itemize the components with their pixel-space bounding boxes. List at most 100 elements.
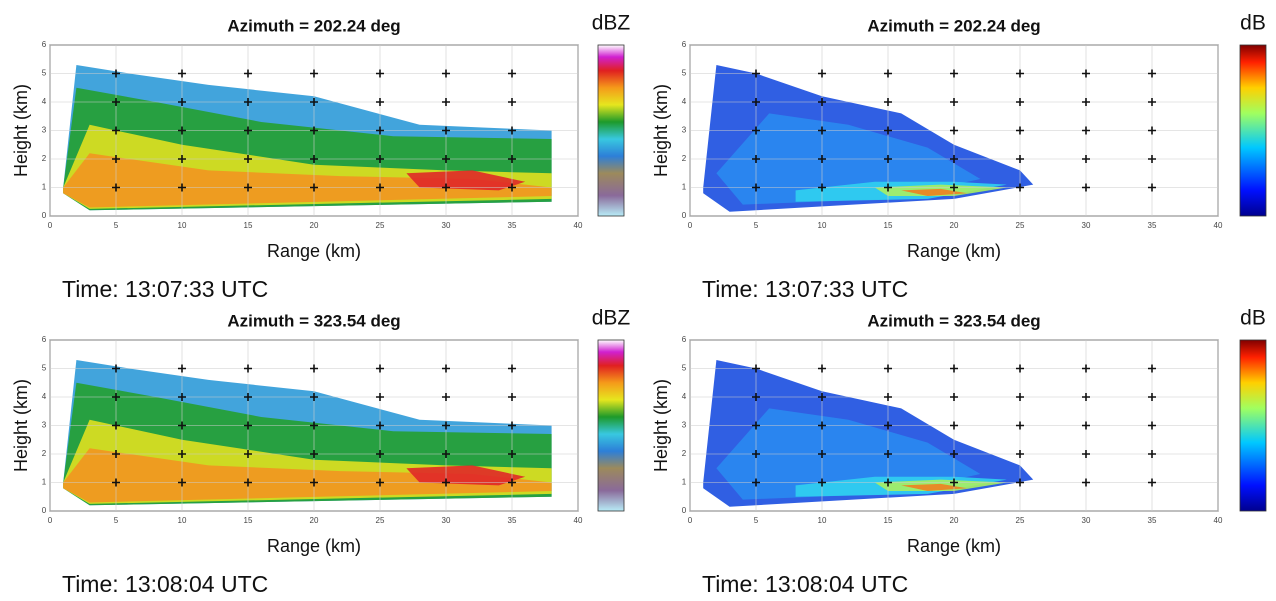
grid-cross <box>442 393 450 401</box>
grid-cross <box>310 98 318 106</box>
x-tick-label: 15 <box>244 516 253 525</box>
grid-cross <box>310 421 318 430</box>
grid-cross <box>178 364 186 373</box>
grid-cross <box>112 126 120 135</box>
grid-cross <box>818 364 826 373</box>
y-tick-label: 2 <box>42 449 47 458</box>
panel: 0 5 10 15 20 25 30 35 40 0 1 2 3 4 5 6 Azimuth = 202.24 … <box>11 12 631 303</box>
colorbar-label: dBZ <box>592 307 631 330</box>
grid-cross <box>178 98 186 106</box>
x-tick-label: 30 <box>1082 221 1091 230</box>
x-tick-label: 35 <box>508 516 517 525</box>
colorbar-label: dB <box>1240 307 1266 330</box>
x-tick-label: 20 <box>310 516 319 525</box>
grid-cross <box>178 155 186 163</box>
grid-cross <box>818 450 826 458</box>
grid-cross <box>376 478 384 487</box>
grid-cross <box>112 393 120 401</box>
x-tick-label: 0 <box>48 516 53 525</box>
time-label: Time: 13:07:33 UTC <box>702 276 908 302</box>
grid-cross <box>178 421 186 430</box>
grid-cross <box>1148 421 1156 430</box>
grid-cross <box>884 183 892 192</box>
x-tick-label: 40 <box>1214 221 1223 230</box>
grid-cross <box>178 69 186 78</box>
x-tick-label: 40 <box>574 516 583 525</box>
grid-cross <box>310 393 318 401</box>
grid-cross <box>1016 421 1024 430</box>
grid-cross <box>752 393 760 401</box>
x-tick-label: 30 <box>442 516 451 525</box>
grid-cross <box>112 421 120 430</box>
grid-cross <box>1148 450 1156 458</box>
grid-cross <box>752 69 760 78</box>
panel: 0 5 10 15 20 25 30 35 40 0 1 2 3 4 5 6 Azimuth = 323.54 … <box>11 307 631 598</box>
x-tick-label: 25 <box>376 516 385 525</box>
grid-cross <box>752 183 760 192</box>
x-axis-label: Range (km) <box>267 241 361 261</box>
y-tick-label: 6 <box>42 40 47 49</box>
grid-cross <box>244 478 252 487</box>
grid-cross <box>376 69 384 78</box>
x-tick-label: 25 <box>1016 516 1025 525</box>
grid-cross <box>508 421 516 430</box>
grid-cross <box>178 393 186 401</box>
grid-cross <box>818 183 826 192</box>
grid-cross <box>508 183 516 192</box>
grid-cross <box>1082 155 1090 163</box>
grid-cross <box>1082 364 1090 373</box>
grid-cross <box>818 393 826 401</box>
x-tick-label: 30 <box>1082 516 1091 525</box>
x-tick-label: 35 <box>1148 516 1157 525</box>
panel: 0 5 10 15 20 25 30 35 40 0 1 2 3 4 5 6 Azimuth = 323.54 … <box>651 307 1267 597</box>
x-tick-label: 35 <box>1148 221 1157 230</box>
grid-cross <box>950 393 958 401</box>
grid-cross <box>310 126 318 135</box>
grid-cross <box>884 69 892 78</box>
x-tick-label: 20 <box>310 221 319 230</box>
y-axis-label: Height (km) <box>651 84 671 177</box>
grid-cross <box>442 421 450 430</box>
grid-cross <box>244 450 252 458</box>
colorbar-label: dB <box>1240 12 1266 35</box>
y-axis-label: Height (km) <box>11 379 31 472</box>
grid-cross <box>950 69 958 78</box>
grid-cross <box>508 393 516 401</box>
grid-cross <box>508 450 516 458</box>
time-label: Time: 13:08:04 UTC <box>62 571 268 597</box>
x-tick-label: 0 <box>688 221 693 230</box>
grid-cross <box>1082 183 1090 192</box>
grid-cross <box>310 155 318 163</box>
echo-region <box>63 153 552 208</box>
grid-cross <box>310 450 318 458</box>
x-axis-label: Range (km) <box>907 536 1001 556</box>
time-label: Time: 13:07:33 UTC <box>62 276 268 302</box>
grid-cross <box>950 421 958 430</box>
y-tick-label: 6 <box>682 40 687 49</box>
grid-cross <box>376 450 384 458</box>
x-tick-label: 15 <box>884 221 893 230</box>
grid-cross <box>244 183 252 192</box>
grid-cross <box>752 155 760 163</box>
y-tick-label: 5 <box>42 69 47 78</box>
grid-cross <box>1082 421 1090 430</box>
y-tick-label: 4 <box>42 392 47 401</box>
grid-cross <box>376 155 384 163</box>
grid-cross <box>112 450 120 458</box>
grid-cross <box>1082 450 1090 458</box>
panel-title: Azimuth = 202.24 deg <box>867 16 1040 35</box>
grid-cross <box>950 364 958 373</box>
y-tick-label: 4 <box>682 392 687 401</box>
grid-cross <box>376 183 384 192</box>
grid-cross <box>950 98 958 106</box>
grid-cross <box>442 126 450 135</box>
grid-cross <box>752 478 760 487</box>
colorbar-label: dBZ <box>592 12 631 35</box>
grid-cross <box>442 364 450 373</box>
grid-cross <box>112 98 120 106</box>
grid-cross <box>178 450 186 458</box>
x-tick-label: 15 <box>884 516 893 525</box>
grid-cross <box>508 478 516 487</box>
grid-cross <box>244 155 252 163</box>
